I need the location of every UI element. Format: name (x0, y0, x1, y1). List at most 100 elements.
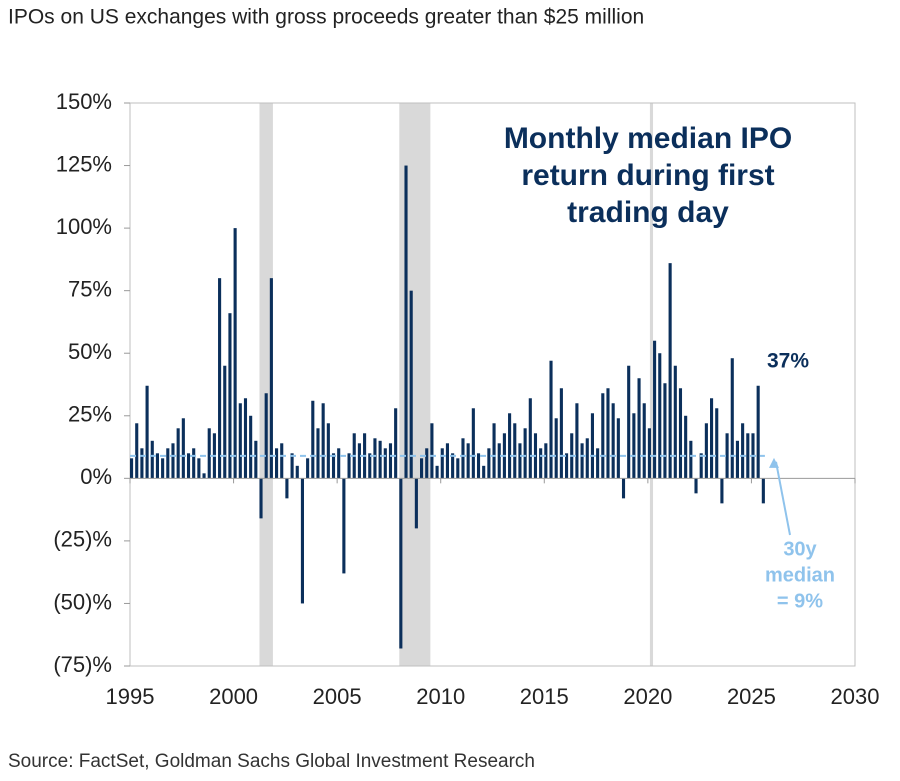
bar (161, 458, 165, 479)
bar (150, 440, 154, 479)
median-label: median (765, 564, 835, 586)
median-label: = 9% (777, 590, 823, 612)
bar (404, 165, 408, 479)
bar (590, 413, 594, 479)
bar (300, 478, 304, 604)
bar (585, 438, 589, 479)
y-tick-label: 50% (68, 339, 112, 364)
bar (233, 228, 237, 479)
y-tick-label: 125% (56, 151, 112, 176)
bar (668, 263, 672, 479)
bar (202, 473, 206, 479)
bar (280, 443, 284, 479)
source: Source: FactSet, Goldman Sachs Global In… (8, 751, 535, 772)
bar (632, 413, 636, 479)
bar (606, 388, 610, 479)
bar (715, 408, 719, 479)
bar (295, 465, 299, 479)
bar (264, 393, 268, 479)
recession-band (399, 103, 431, 666)
bar (580, 443, 584, 479)
bar (694, 478, 698, 494)
bar (414, 478, 418, 529)
y-tick-label: 0% (80, 464, 112, 489)
bar (238, 403, 242, 479)
median-arrow (775, 461, 791, 536)
bar (518, 443, 522, 479)
bar (663, 383, 667, 479)
bar (451, 453, 455, 479)
bar (513, 423, 517, 479)
bar (761, 478, 765, 504)
median-arrowhead (769, 457, 779, 468)
bar (399, 478, 403, 649)
x-tick-label: 1995 (106, 684, 155, 709)
bar (368, 453, 372, 479)
x-tick-label: 2015 (520, 684, 569, 709)
x-tick-label: 2020 (623, 684, 672, 709)
bar (254, 440, 258, 479)
bar (306, 458, 310, 479)
bar (176, 428, 180, 479)
bar (166, 448, 170, 479)
bar (218, 278, 222, 479)
bar (549, 360, 553, 479)
bar (285, 478, 289, 499)
y-tick-label: (50)% (53, 589, 112, 614)
bar (466, 443, 470, 479)
y-tick-label: (75)% (53, 652, 112, 677)
bar (559, 388, 563, 479)
inner-title: return during first (521, 159, 774, 192)
bar (616, 418, 620, 479)
bar (347, 453, 351, 479)
bar (673, 365, 677, 479)
bar (326, 423, 330, 479)
bar (331, 453, 336, 479)
bar (471, 408, 475, 479)
bar (621, 478, 626, 499)
bar (539, 448, 543, 479)
bar (741, 423, 745, 479)
bar (523, 428, 527, 479)
bar (756, 385, 760, 479)
bar (145, 385, 149, 479)
y-tick-label: 75% (68, 276, 112, 301)
bar (181, 418, 185, 479)
bar (492, 423, 496, 479)
bar (497, 443, 501, 479)
bar (269, 278, 273, 479)
recession-band (649, 103, 654, 666)
bar (461, 438, 465, 479)
y-tick-label: 100% (56, 214, 112, 239)
last-label: 37% (767, 350, 809, 373)
bar (637, 378, 641, 479)
bar (197, 458, 201, 479)
bar (186, 453, 191, 479)
x-tick-label: 2030 (831, 684, 880, 709)
bar (627, 365, 631, 479)
bar (378, 440, 382, 479)
median-label: 30y (783, 538, 817, 560)
bar (456, 458, 460, 479)
bar (699, 453, 703, 479)
bar (689, 440, 693, 479)
bar (409, 290, 413, 479)
bar (321, 403, 325, 479)
bar (476, 453, 481, 479)
inner-title: Monthly median IPO (504, 122, 792, 155)
bar (388, 443, 393, 479)
bar (311, 400, 315, 479)
bar (249, 415, 253, 479)
x-tick-label: 2010 (416, 684, 465, 709)
bar (684, 415, 688, 479)
x-tick-label: 2025 (727, 684, 776, 709)
bar (735, 440, 739, 479)
bar (140, 448, 144, 479)
bar (487, 448, 491, 479)
bar (435, 465, 439, 479)
bar (192, 448, 196, 479)
bar (420, 458, 424, 479)
bar (508, 413, 512, 479)
bar (528, 398, 532, 479)
bar (275, 448, 279, 479)
